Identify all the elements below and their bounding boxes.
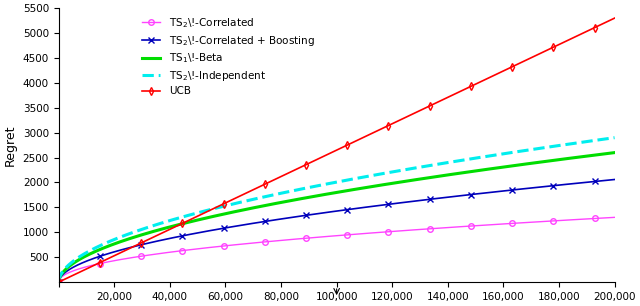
TS$_2$\!-Correlated + Boosting	[356, 206, 364, 210]
Line: TS$_2$\!-Correlated + Boosting: TS$_2$\!-Correlated + Boosting	[55, 176, 618, 285]
UCB	[511, 64, 518, 68]
Y-axis label: Regret: Regret	[4, 124, 17, 166]
TS$_2$\!-Correlated	[322, 235, 330, 238]
Line: TS$_2$\!-Independent: TS$_2$\!-Independent	[59, 138, 614, 282]
TS$_2$\!-Independent	[319, 183, 326, 187]
TS$_2$\!-Correlated	[611, 215, 618, 219]
TS$_1$\!-Beta	[597, 152, 605, 156]
TS$_1$\!-Beta	[55, 280, 63, 284]
UCB	[356, 137, 364, 141]
Legend: TS$_2$\!-Correlated, TS$_2$\!-Correlated + Boosting, TS$_1$\!-Beta, TS$_2$\!-Ind: TS$_2$\!-Correlated, TS$_2$\!-Correlated…	[141, 16, 315, 96]
UCB	[386, 123, 394, 127]
TS$_2$\!-Correlated	[356, 232, 364, 236]
TS$_1$\!-Beta	[511, 164, 518, 167]
UCB	[319, 155, 326, 159]
TS$_2$\!-Independent	[386, 170, 394, 174]
TS$_2$\!-Correlated + Boosting	[597, 179, 605, 183]
TS$_2$\!-Independent	[511, 150, 518, 154]
TS$_2$\!-Correlated	[511, 222, 518, 225]
Line: UCB: UCB	[56, 15, 618, 285]
UCB	[55, 280, 63, 284]
TS$_2$\!-Independent	[597, 138, 605, 141]
UCB	[611, 16, 618, 20]
TS$_2$\!-Independent	[356, 176, 364, 180]
TS$_2$\!-Correlated	[597, 216, 605, 220]
TS$_1$\!-Beta	[319, 193, 326, 197]
UCB	[597, 23, 605, 26]
UCB	[322, 153, 330, 157]
TS$_2$\!-Correlated + Boosting	[319, 211, 326, 215]
TS$_1$\!-Beta	[356, 187, 364, 190]
TS$_2$\!-Correlated + Boosting	[386, 202, 394, 206]
TS$_2$\!-Correlated	[386, 230, 394, 233]
TS$_2$\!-Correlated + Boosting	[611, 178, 618, 181]
TS$_2$\!-Independent	[322, 182, 330, 186]
TS$_2$\!-Independent	[611, 136, 618, 140]
TS$_2$\!-Correlated + Boosting	[511, 188, 518, 192]
TS$_2$\!-Correlated + Boosting	[55, 280, 63, 284]
TS$_2$\!-Correlated	[55, 280, 63, 284]
TS$_1$\!-Beta	[611, 151, 618, 155]
TS$_2$\!-Correlated	[319, 235, 326, 239]
TS$_2$\!-Correlated + Boosting	[322, 211, 330, 214]
TS$_2$\!-Independent	[55, 280, 63, 284]
TS$_1$\!-Beta	[386, 182, 394, 185]
Line: TS$_2$\!-Correlated: TS$_2$\!-Correlated	[56, 215, 618, 285]
Line: TS$_1$\!-Beta: TS$_1$\!-Beta	[59, 153, 614, 282]
TS$_1$\!-Beta	[322, 192, 330, 196]
